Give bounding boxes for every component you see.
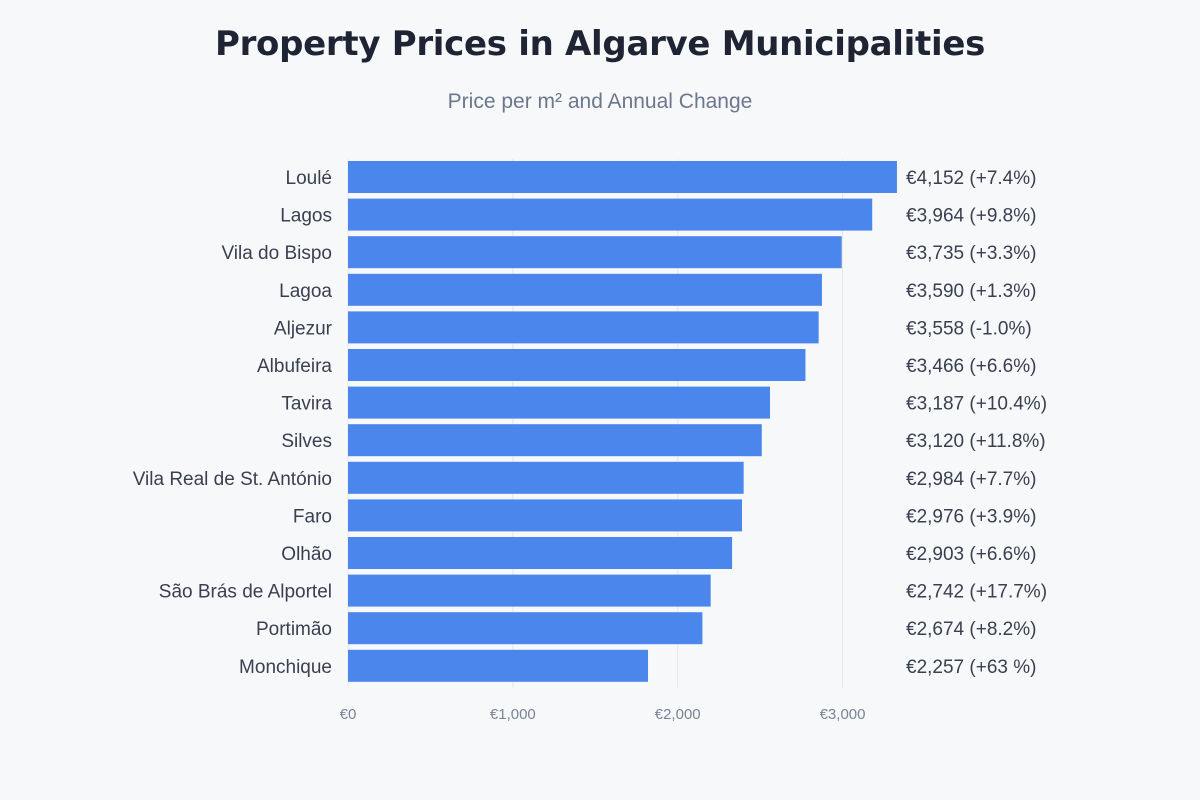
category-label: Lagos xyxy=(280,206,332,227)
bar xyxy=(348,236,842,269)
category-label: Aljezur xyxy=(274,318,333,339)
bar xyxy=(348,574,711,607)
bar xyxy=(348,386,771,419)
value-label: €4,152 (+7.4%) xyxy=(906,168,1036,189)
value-label: €3,187 (+10.4%) xyxy=(906,394,1047,415)
value-label: €2,742 (+17.7%) xyxy=(906,582,1047,603)
value-label: €2,903 (+6.6%) xyxy=(906,544,1036,565)
value-label: €2,257 (+63 %) xyxy=(906,657,1036,678)
bar xyxy=(348,499,742,532)
value-label: €3,466 (+6.6%) xyxy=(906,356,1036,377)
bar xyxy=(348,461,744,494)
value-label: €3,735 (+3.3%) xyxy=(906,243,1036,264)
value-label: €3,558 (-1.0%) xyxy=(906,318,1032,339)
category-label: Loulé xyxy=(286,168,333,189)
x-tick-label: €0 xyxy=(340,706,357,723)
chart-title: Property Prices in Algarve Municipalitie… xyxy=(214,24,986,64)
category-label: Albufeira xyxy=(257,356,332,377)
category-label: Portimão xyxy=(256,619,332,640)
x-tick-labels: €0 €1,000 €2,000 €3,000 xyxy=(340,706,866,723)
chart-subtitle: Price per m² and Annual Change xyxy=(447,90,753,113)
category-label: Olhão xyxy=(281,544,332,565)
category-label: Tavira xyxy=(281,394,332,415)
category-label: São Brás de Alportel xyxy=(159,582,332,603)
x-tick-label: €1,000 xyxy=(490,706,536,723)
bar xyxy=(348,161,897,193)
category-label: Monchique xyxy=(239,657,332,678)
bar xyxy=(348,612,703,645)
x-tick-label: €3,000 xyxy=(820,706,866,723)
bar xyxy=(348,349,806,381)
x-tick-label: €2,000 xyxy=(655,706,701,723)
bar xyxy=(348,649,649,682)
category-label: Lagoa xyxy=(279,281,332,302)
bar xyxy=(348,198,873,231)
value-label: €2,674 (+8.2%) xyxy=(906,619,1036,640)
value-label: €3,590 (+1.3%) xyxy=(906,281,1036,302)
bars xyxy=(348,161,897,682)
category-labels: Loulé Lagos Vila do Bispo Lagoa Aljezur Albuf… xyxy=(133,168,333,678)
bar xyxy=(348,424,762,457)
category-label: Vila do Bispo xyxy=(221,243,332,264)
value-label: €3,964 (+9.8%) xyxy=(906,206,1036,227)
category-label: Faro xyxy=(293,506,332,527)
value-label: €2,976 (+3.9%) xyxy=(906,506,1036,527)
bar xyxy=(348,537,733,569)
value-labels: €4,152 (+7.4%) €3,964 (+9.8%) €3,735 (+3.3… xyxy=(906,168,1047,678)
bar xyxy=(348,311,819,344)
value-label: €3,120 (+11.8%) xyxy=(906,431,1046,452)
category-label: Vila Real de St. António xyxy=(133,469,332,490)
value-label: €2,984 (+7.7%) xyxy=(906,469,1036,490)
bar xyxy=(348,273,822,306)
category-label: Silves xyxy=(281,431,332,452)
